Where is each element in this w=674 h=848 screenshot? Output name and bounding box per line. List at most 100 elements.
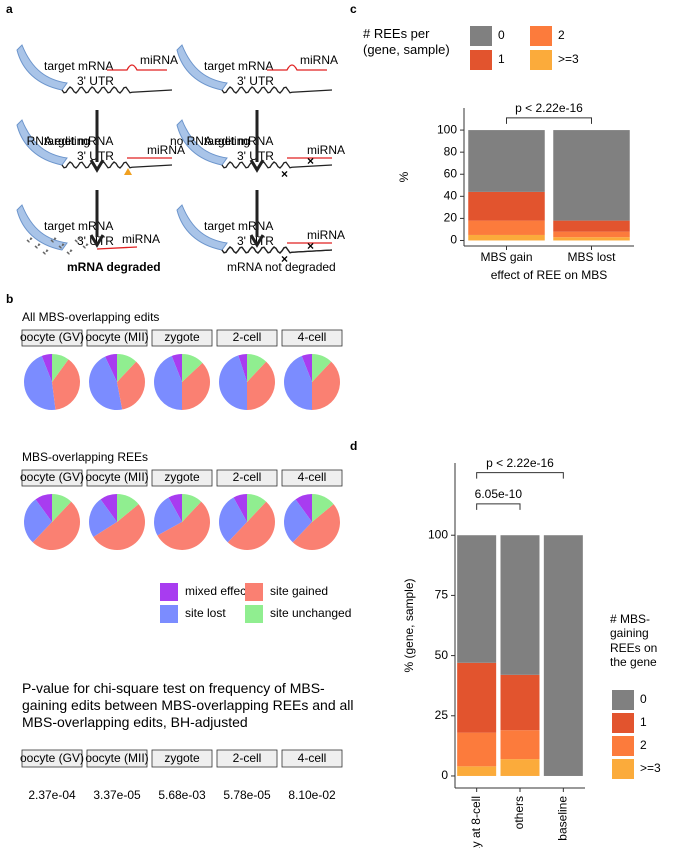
legend-key [612, 736, 634, 756]
pie-slice [153, 355, 182, 410]
bar-segment [457, 535, 497, 663]
strip-label: 4-cell [298, 330, 327, 344]
legend-key [530, 50, 552, 70]
pie-slice [168, 494, 182, 522]
mirna [107, 64, 167, 71]
pie-slice [284, 499, 312, 543]
pie-slice [312, 494, 334, 522]
bar-segment [468, 191, 545, 221]
table-header-cell [21, 749, 83, 768]
bar-segment [468, 130, 545, 192]
pie-slice [32, 501, 81, 551]
pie-slice [24, 499, 52, 543]
y-tick-label: 20 [444, 211, 458, 225]
table-title: P-value for chi-square test on frequency… [22, 680, 354, 730]
legend-label: site gained [270, 584, 328, 598]
bracket [476, 472, 564, 479]
legend-key [160, 583, 178, 601]
legend-key [530, 26, 552, 46]
y-tick-label: 40 [444, 188, 458, 202]
table-value: 3.37e-05 [93, 788, 141, 802]
strip [216, 469, 278, 487]
fragment [58, 243, 66, 249]
pie-slice [117, 361, 145, 410]
pie-slice [238, 354, 247, 382]
panel-label: b [6, 292, 13, 306]
legend-key [612, 690, 634, 710]
label: 3' UTR [237, 74, 274, 88]
strip-label: 2-cell [233, 470, 262, 484]
strip-label: oocyte (MII) [85, 470, 148, 484]
bar-segment [500, 535, 540, 675]
table-header: zygote [164, 751, 200, 765]
strip [281, 329, 343, 347]
utr-line [61, 86, 173, 94]
row-title: All MBS-overlapping edits [22, 310, 159, 324]
mismatch: × [307, 154, 314, 168]
strip-label: oocyte (GV) [20, 330, 84, 344]
table-header-cell [216, 749, 278, 768]
pie-slice [219, 497, 247, 543]
pie-slice [41, 354, 52, 382]
bar-segment [500, 674, 540, 731]
x-tick-label: others [512, 796, 526, 829]
pie-slice [52, 354, 69, 382]
pie-slice [247, 354, 267, 382]
bar-segment [553, 130, 630, 221]
y-axis-title: % [397, 171, 411, 182]
strip-label: oocyte (GV) [20, 470, 84, 484]
label: target mRNA [204, 59, 273, 73]
legend-key [612, 713, 634, 733]
pie-slice [52, 359, 80, 410]
mirna [267, 64, 327, 71]
pie-slice [105, 354, 117, 382]
table-header-cell [281, 749, 343, 768]
row-title: MBS-overlapping REEs [22, 450, 148, 464]
y-tick-label: 100 [437, 122, 457, 136]
y-tick-label: 50 [435, 648, 449, 662]
label: miRNA [122, 232, 160, 246]
legend-label: 2 [640, 738, 647, 752]
pie-slice [233, 494, 247, 522]
bar-segment [457, 766, 497, 776]
strip [151, 329, 213, 347]
pie-slice [312, 354, 332, 382]
fragment [74, 237, 82, 243]
strip [21, 329, 83, 347]
strip-label: 2-cell [233, 330, 262, 344]
label: RNA editing [27, 134, 90, 148]
panel-label: d [350, 439, 357, 453]
pie-slice [117, 354, 137, 382]
pie-slice [88, 499, 117, 538]
pie-slice [52, 494, 72, 522]
y-tick-label: 75 [435, 588, 449, 602]
pie-slice [292, 504, 341, 551]
pie-slice [157, 501, 210, 550]
fragment [82, 243, 90, 249]
bar-segment [457, 732, 497, 767]
label: miRNA [307, 228, 345, 242]
pie-slice [93, 504, 145, 550]
pie-slice [182, 354, 203, 382]
legend-title: # REEs per (gene, sample) [363, 26, 450, 57]
strip-label: zygote [164, 330, 200, 344]
pie-slice [100, 494, 117, 522]
x-tick-label: decay at 8-cell [469, 796, 483, 848]
y-tick-label: 80 [444, 144, 458, 158]
legend-label: 2 [558, 28, 565, 42]
legend-label: >=3 [640, 761, 661, 775]
arrow [249, 190, 265, 248]
x-axis-title: effect of REE on MBS [491, 268, 608, 282]
table-value: 5.68e-03 [158, 788, 206, 802]
pie-slice [295, 494, 312, 522]
legend-label: 1 [640, 715, 647, 729]
y-tick-label: 60 [444, 166, 458, 180]
bar-segment [553, 231, 630, 238]
pie-slice [182, 362, 211, 410]
bracket [476, 503, 521, 510]
pie-slice [247, 494, 267, 522]
table-header: oocyte (MII) [85, 751, 148, 765]
strip [216, 329, 278, 347]
pie-slice [154, 497, 182, 536]
pie-slice [35, 494, 52, 522]
